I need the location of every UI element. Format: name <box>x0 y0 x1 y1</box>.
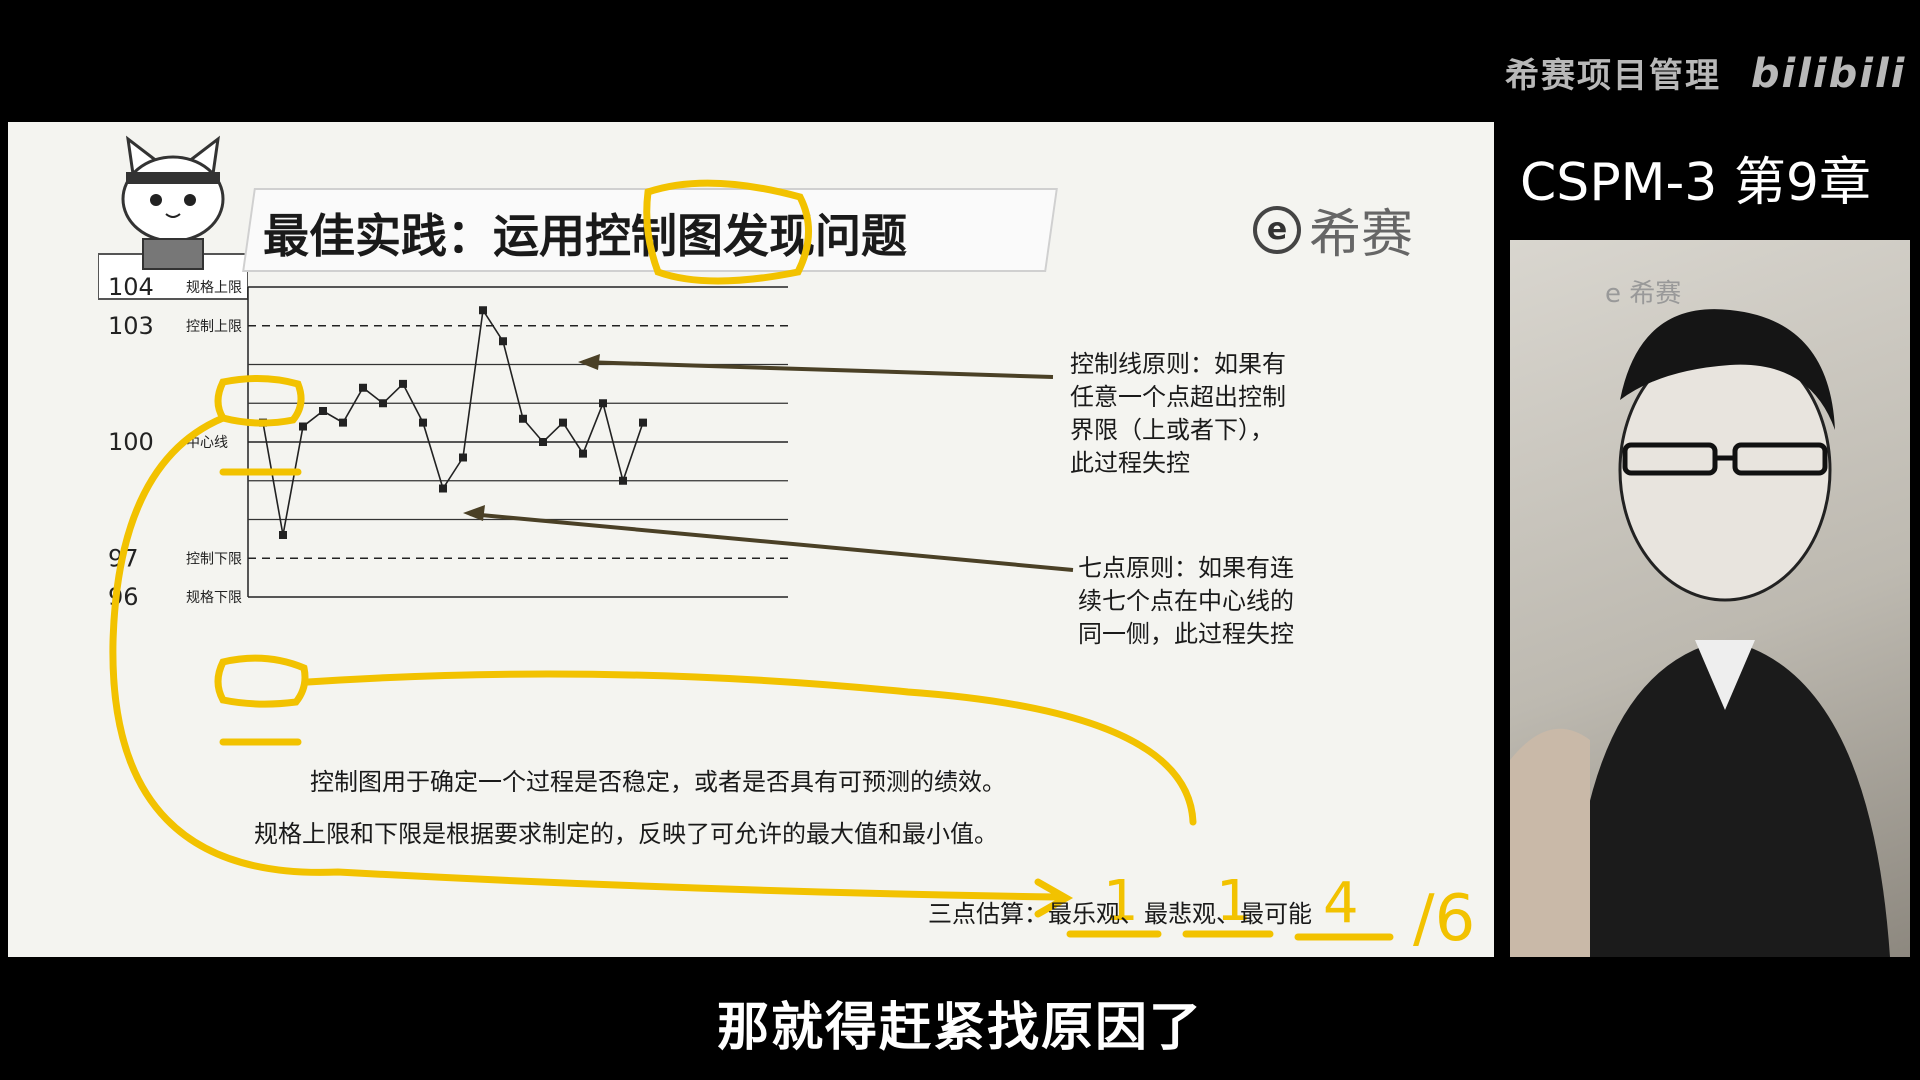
y-tick-label-0: 104 <box>108 273 154 301</box>
loop-arrow-highlight <box>109 414 1062 901</box>
data-point-13 <box>519 414 527 423</box>
control-rule-note: 控制线原则：如果有 任意一个点超出控制 界限（上或者下）， 此过程失控 <box>1070 350 1286 477</box>
handwritten-digit-b: 1 <box>1216 869 1252 934</box>
three-point-estimate: 三点估算：最乐观、最悲观、最可能 <box>928 894 1312 929</box>
ref-line-name-4: 规格下限 <box>186 590 242 606</box>
ref-line-name-2: 中心线 <box>186 435 228 451</box>
channel-brand: 希赛项目管理 bilibili <box>1505 48 1906 97</box>
loop-arrow-head-icon <box>1034 878 1074 918</box>
handwritten-digit-d: /6 <box>1413 882 1475 956</box>
arrow-head-icon <box>463 505 485 521</box>
ref-line-name-3: 控制下限 <box>186 551 242 567</box>
data-point-10 <box>459 453 467 462</box>
data-point-15 <box>559 418 567 427</box>
data-point-11 <box>479 306 487 315</box>
slide: 最佳实践：运用控制图发现问题 e 希赛 104 规格上限 103 控制上限 100 中心线… <box>8 122 1494 957</box>
circle-ucl-highlight <box>214 374 305 427</box>
series-line <box>262 307 644 536</box>
bilibili-logo: bilibili <box>1750 51 1907 97</box>
estimate-optimistic: 最乐观、 <box>1048 900 1144 928</box>
data-point-5 <box>359 383 367 392</box>
data-point-8 <box>419 418 427 427</box>
y-tick-label-1: 103 <box>108 312 154 340</box>
lcl-to-end-curve <box>304 670 1197 826</box>
estimate-likely: 最可能 <box>1240 900 1312 928</box>
arrow-control-rule <box>582 360 1054 379</box>
data-point-4 <box>339 418 347 427</box>
circle-lcl-highlight <box>214 654 309 708</box>
logo-text: 希赛 <box>1309 205 1414 265</box>
presenter-silhouette-icon: e 希赛 <box>1510 279 1890 957</box>
handwritten-digit-c: 4 <box>1323 871 1359 936</box>
xisai-logo: e 希赛 <box>1253 192 1413 267</box>
data-point-9 <box>439 484 447 493</box>
data-point-6 <box>379 399 387 408</box>
caption-line-1: 控制图用于确定一个过程是否稳定，或者是否具有可预测的绩效。 <box>310 768 1006 796</box>
data-point-3 <box>319 407 327 415</box>
data-point-17 <box>599 399 607 408</box>
brand-name: 希赛项目管理 <box>1505 56 1721 96</box>
handwritten-digit-a: 1 <box>1103 869 1139 934</box>
y-tick-label-2: 100 <box>108 428 154 456</box>
slide-title: 最佳实践：运用控制图发现问题 <box>263 209 907 263</box>
highlight-marks <box>109 179 1394 941</box>
data-point-16 <box>579 449 587 458</box>
data-point-12 <box>499 337 507 346</box>
data-point-2 <box>299 422 307 431</box>
data-point-14 <box>539 438 547 446</box>
circle-title-highlight <box>643 179 812 285</box>
xisai-logo-icon: e <box>1253 205 1301 254</box>
data-point-18 <box>619 476 627 485</box>
video-subtitle: 那就得赶紧找原因了 <box>716 998 1203 1058</box>
chapter-title: CSPM-3 第9章 <box>1520 153 1872 213</box>
arrow-head-icon <box>578 354 600 370</box>
three-point-label: 三点估算： <box>928 900 1048 928</box>
seven-point-rule-note: 七点原则：如果有连 续七个点在中心线的 同一侧，此过程失控 <box>1078 554 1294 648</box>
cat-mascot-icon <box>98 135 248 300</box>
data-point-19 <box>639 418 647 427</box>
ref-line-name-1: 控制上限 <box>186 319 242 335</box>
estimate-pessimistic: 最悲观、 <box>1144 900 1240 928</box>
presenter-webcam: e 希赛 <box>1510 240 1910 957</box>
data-point-1 <box>279 531 287 539</box>
arrow-seven-point <box>469 512 1074 572</box>
data-point-7 <box>399 379 407 388</box>
svg-text:e 希赛: e 希赛 <box>1605 279 1681 309</box>
ref-line-name-0: 规格上限 <box>186 280 242 296</box>
caption-line-2: 规格上限和下限是根据要求制定的，反映了可允许的最大值和最小值。 <box>254 820 998 848</box>
